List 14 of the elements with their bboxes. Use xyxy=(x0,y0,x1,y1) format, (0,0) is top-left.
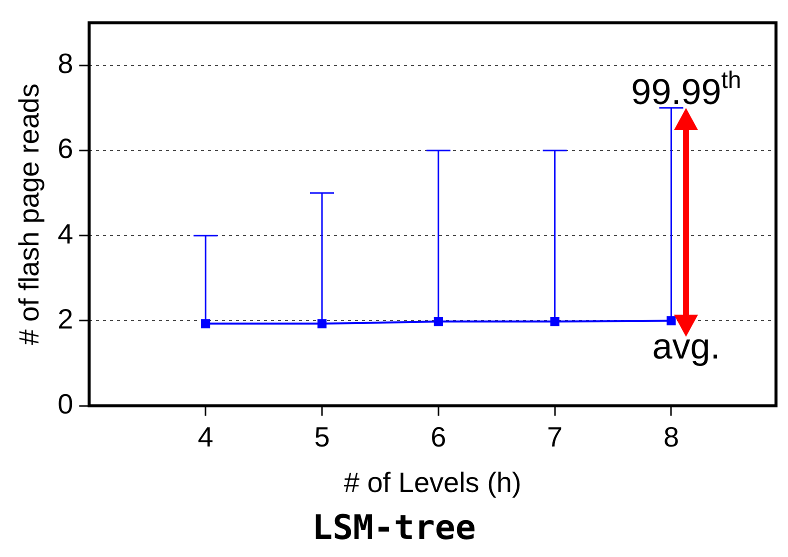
x-tick-label: 5 xyxy=(314,421,330,452)
y-axis-title: # of flash page reads xyxy=(14,84,45,346)
x-axis-title: # of Levels (h) xyxy=(344,466,522,498)
y-tick-label: 8 xyxy=(58,48,74,80)
x-tick-label: 8 xyxy=(663,421,680,452)
x-tick-label: 7 xyxy=(547,421,563,452)
text: LSM-tree xyxy=(311,508,477,548)
annotation: avg. xyxy=(652,326,720,367)
y-tick-label: 6 xyxy=(58,133,74,164)
y-tick-label: 4 xyxy=(58,218,74,250)
x-tick-label: 6 xyxy=(430,421,446,452)
y-tick-label: 0 xyxy=(58,388,74,420)
x-tick-label: 4 xyxy=(198,421,214,452)
y-tick-label: 2 xyxy=(58,303,74,334)
